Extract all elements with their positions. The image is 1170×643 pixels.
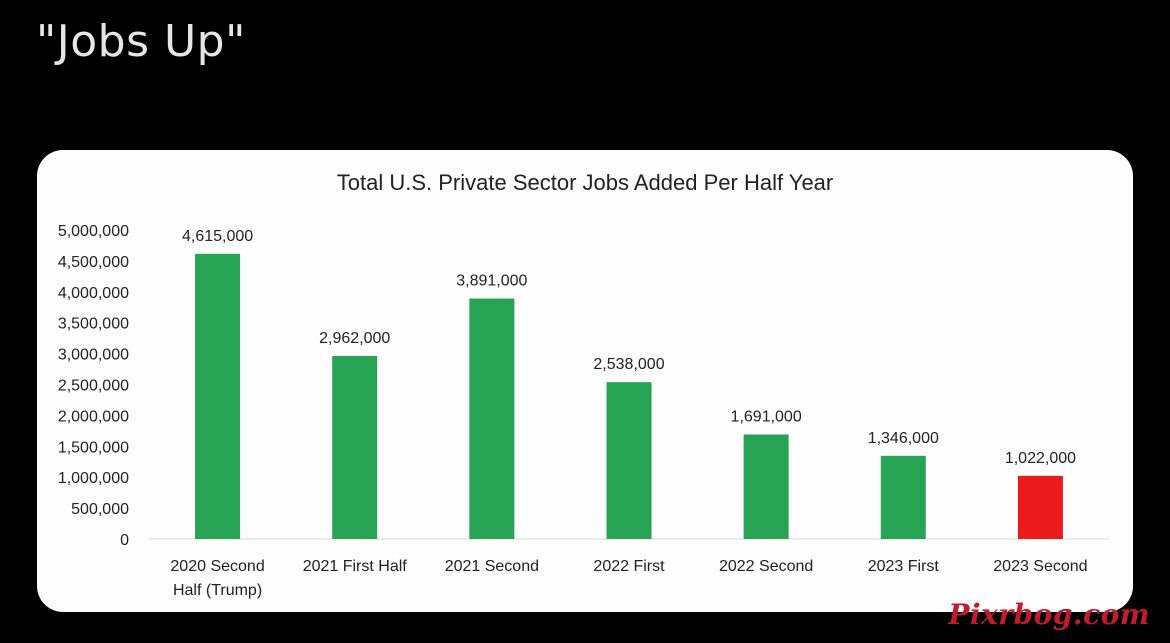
y-tick-label: 1,500,000 bbox=[58, 439, 129, 456]
data-label: 1,022,000 bbox=[1005, 450, 1076, 467]
x-tick-label: 2023 Second bbox=[993, 558, 1087, 575]
chart-title: Total U.S. Private Sector Jobs Added Per… bbox=[336, 170, 834, 195]
x-tick-label: 2021 Second bbox=[445, 558, 539, 575]
headline: "Jobs Up" bbox=[36, 16, 246, 67]
bar bbox=[469, 298, 515, 539]
y-tick-label: 3,000,000 bbox=[58, 347, 129, 364]
data-labels: 4,615,000 2,962,000 3,891,000 2,538,000 1,69… bbox=[182, 228, 1076, 467]
bar-chart: 5,000,000 4,500,000 4,000,000 3,500,000 3,00… bbox=[58, 223, 1109, 599]
x-tick-label: 2020 Second Half (Trump) bbox=[170, 558, 264, 599]
y-tick-label: 1,000,000 bbox=[58, 470, 129, 487]
chart-card: Total U.S. Private Sector Jobs Added Per… bbox=[37, 150, 1133, 612]
data-label: 1,346,000 bbox=[868, 430, 939, 447]
y-tick-label: 0 bbox=[120, 532, 129, 549]
bar bbox=[880, 455, 926, 539]
bar bbox=[743, 434, 789, 539]
bar bbox=[332, 355, 378, 539]
y-tick-label: 3,500,000 bbox=[58, 316, 129, 333]
x-tick-label: 2022 First bbox=[593, 558, 665, 575]
watermark: Pixrbog.com bbox=[948, 598, 1150, 631]
x-tick-label: 2023 First bbox=[868, 558, 940, 575]
y-tick-label: 500,000 bbox=[71, 501, 129, 518]
data-label: 3,891,000 bbox=[456, 273, 527, 290]
y-tick-label: 2,000,000 bbox=[58, 408, 129, 425]
bar bbox=[1017, 475, 1063, 539]
y-tick-label: 4,500,000 bbox=[58, 254, 129, 271]
data-label: 2,538,000 bbox=[593, 356, 664, 373]
bar bbox=[195, 253, 241, 539]
y-axis-ticks: 5,000,000 4,500,000 4,000,000 3,500,000 3,00… bbox=[58, 223, 129, 549]
data-label: 2,962,000 bbox=[319, 330, 390, 347]
y-tick-label: 4,000,000 bbox=[58, 285, 129, 302]
x-tick-label: 2022 Second bbox=[719, 558, 813, 575]
x-tick-label: 2021 First Half bbox=[303, 558, 408, 575]
y-tick-label: 2,500,000 bbox=[58, 378, 129, 395]
x-axis-ticks: 2020 Second Half (Trump) 2021 First Half 20… bbox=[170, 558, 1087, 599]
y-tick-label: 5,000,000 bbox=[58, 223, 129, 240]
data-label: 1,691,000 bbox=[731, 408, 802, 425]
bars bbox=[195, 253, 1063, 539]
bar bbox=[606, 382, 652, 539]
data-label: 4,615,000 bbox=[182, 228, 253, 245]
